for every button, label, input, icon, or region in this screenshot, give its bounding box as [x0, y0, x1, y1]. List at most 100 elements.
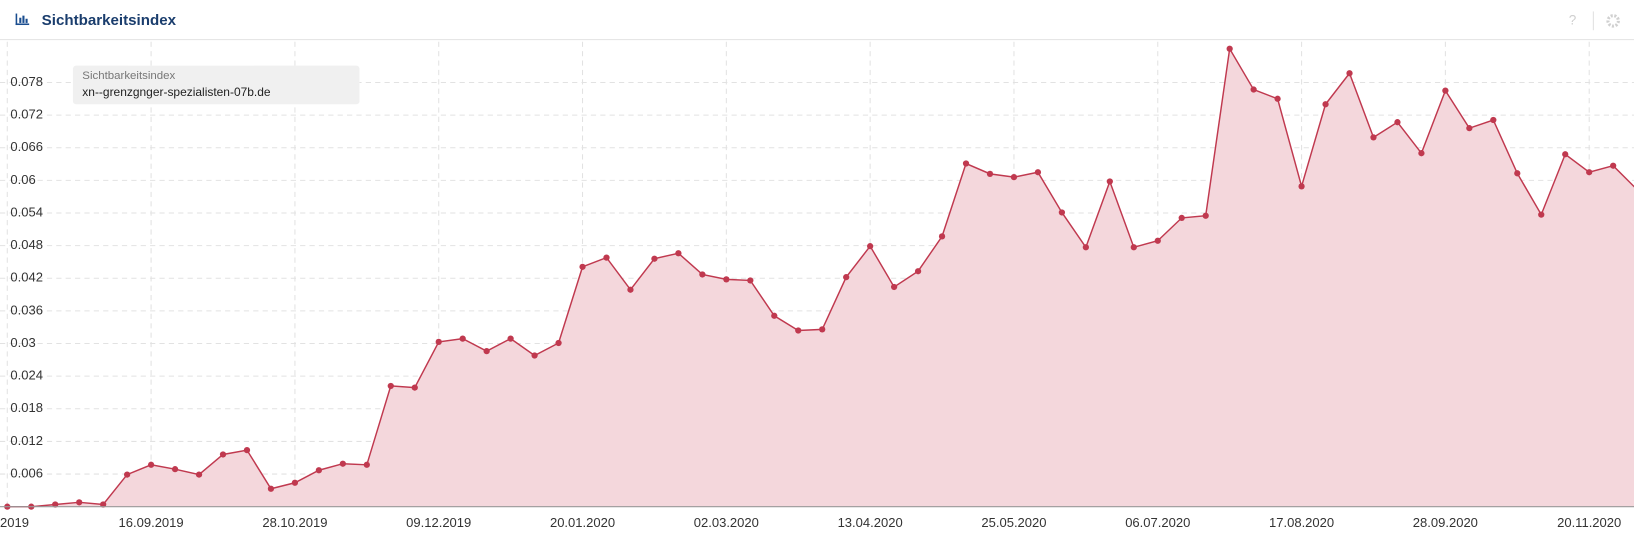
legend-entry: xn--grenzgnger-spezialisten-07b.de — [82, 85, 271, 99]
x-tick-label: 28.09.2020 — [1413, 515, 1478, 530]
point — [531, 352, 538, 359]
point — [76, 499, 83, 506]
x-tick-label: 09.12.2019 — [406, 515, 471, 530]
point — [1154, 237, 1161, 244]
point — [339, 460, 346, 467]
legend-title: Sichtbarkeitsindex — [82, 70, 175, 82]
legend-box — [72, 65, 360, 105]
point — [819, 326, 826, 333]
point — [1394, 119, 1401, 126]
point — [1442, 87, 1449, 94]
y-tick-label: 0.024 — [10, 368, 43, 383]
point — [627, 286, 634, 293]
point — [195, 471, 203, 478]
y-tick-label: 0.048 — [10, 237, 43, 252]
point — [1034, 169, 1042, 176]
point — [100, 501, 107, 508]
point — [363, 461, 370, 468]
point — [555, 339, 562, 347]
point — [411, 384, 418, 391]
point — [651, 255, 658, 262]
point — [699, 271, 706, 278]
point — [890, 283, 898, 291]
point — [867, 243, 874, 250]
point — [723, 276, 730, 283]
x-tick-label: 20.01.2020 — [550, 515, 615, 530]
point — [1514, 170, 1521, 177]
point — [1538, 211, 1545, 218]
x-tick-label: 17.08.2020 — [1269, 515, 1334, 530]
point — [1226, 45, 1233, 52]
point — [1178, 214, 1185, 222]
point — [507, 335, 514, 342]
x-tick-label: 02.03.2020 — [694, 515, 759, 530]
point — [1610, 162, 1617, 169]
area — [7, 48, 1634, 507]
point — [747, 277, 754, 284]
y-tick-label: 0.018 — [10, 400, 43, 415]
y-tick-label: 0.012 — [10, 433, 43, 448]
point — [1058, 209, 1066, 216]
y-tick-label: 0.006 — [10, 465, 43, 480]
point — [1490, 116, 1497, 124]
chart-title: Sichtbarkeitsindex — [42, 12, 177, 29]
x-tick-label: 13.04.2020 — [838, 515, 903, 530]
point — [124, 471, 131, 478]
point — [1586, 169, 1593, 176]
point — [1370, 134, 1377, 141]
point — [291, 479, 299, 486]
point — [1082, 244, 1089, 251]
point — [171, 466, 179, 473]
point — [938, 233, 946, 240]
settings-icon[interactable] — [1606, 14, 1620, 28]
point — [315, 467, 323, 474]
point — [1010, 173, 1018, 181]
y-tick-label: 0.072 — [10, 107, 43, 122]
point — [843, 274, 850, 281]
point — [1418, 150, 1425, 157]
x-tick-label: 20.11.2020 — [1557, 515, 1621, 530]
point — [675, 250, 682, 257]
point — [387, 382, 394, 390]
point — [1562, 151, 1569, 158]
point — [771, 312, 778, 319]
header — [0, 0, 1634, 40]
y-tick-label: 0.042 — [10, 270, 43, 285]
point — [1346, 70, 1353, 77]
y-tick-label: 0.054 — [10, 204, 43, 219]
point — [243, 446, 251, 454]
plot-area — [0, 41, 1634, 510]
y-tick-label: 0.06 — [10, 172, 35, 187]
x-tick-label: 2019 — [0, 515, 29, 530]
point — [267, 485, 275, 492]
point — [1322, 101, 1329, 108]
x-tick-label: 28.10.2019 — [262, 515, 327, 530]
y-tick-label: 0.036 — [10, 302, 43, 317]
x-tick-label: 06.07.2020 — [1125, 515, 1190, 530]
point — [483, 348, 490, 355]
y-tick-label: 0.066 — [10, 139, 43, 154]
point — [1130, 244, 1137, 251]
x-tick-label: 16.09.2019 — [119, 515, 184, 530]
point — [603, 254, 610, 261]
y-tick-label: 0.078 — [10, 74, 43, 89]
point — [1250, 86, 1257, 93]
point — [435, 338, 442, 346]
point — [1202, 212, 1209, 219]
point — [1106, 178, 1113, 185]
point — [962, 160, 970, 167]
x-tick-label: 25.05.2020 — [981, 515, 1046, 530]
point — [579, 263, 586, 270]
y-tick-label: 0.03 — [10, 335, 35, 350]
point — [1466, 125, 1473, 132]
help-icon[interactable]: ? — [1569, 12, 1577, 27]
point — [459, 335, 466, 342]
point — [914, 268, 922, 275]
point — [1274, 95, 1281, 102]
chart-icon — [15, 13, 30, 26]
point — [1298, 183, 1305, 190]
point — [986, 170, 994, 177]
point — [147, 461, 155, 468]
